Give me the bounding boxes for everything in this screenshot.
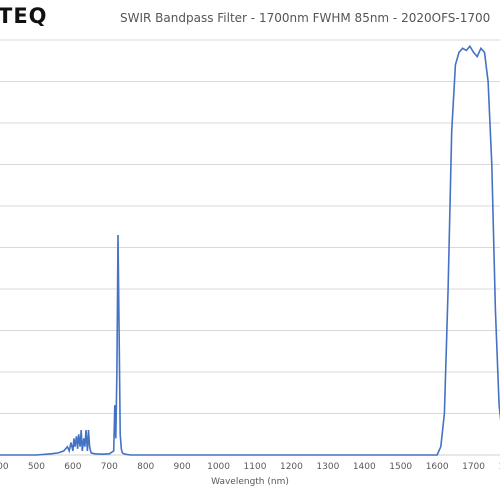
x-tick-label: 400 <box>0 462 9 472</box>
x-tick-label: 1600 <box>426 462 449 472</box>
x-tick-label: 1400 <box>353 462 376 472</box>
x-tick-label: 700 <box>101 462 118 472</box>
x-axis-label: Wavelength (nm) <box>211 477 289 487</box>
chart-title: SWIR Bandpass Filter - 1700nm FWHM 85nm … <box>120 11 491 25</box>
x-tick-label: 800 <box>137 462 154 472</box>
x-tick-label: 900 <box>174 462 191 472</box>
x-tick-labels: 400 500 600 700 800 900 1000 1100 1200 1300 1400 15… <box>0 462 500 472</box>
brand-logo: TEQ <box>0 4 48 28</box>
x-tick-label: 600 <box>64 462 81 472</box>
x-tick-label: 1100 <box>244 462 267 472</box>
x-tick-label: 1000 <box>207 462 230 472</box>
x-tick-label: 1200 <box>280 462 303 472</box>
x-tick-label: 1500 <box>389 462 412 472</box>
x-tick-label: 500 <box>28 462 45 472</box>
x-tick-label: 1700 <box>462 462 485 472</box>
series-line <box>0 44 500 456</box>
x-tick-label: 1300 <box>316 462 339 472</box>
x-tick-label: 1800 <box>499 462 500 472</box>
gridlines <box>0 39 500 414</box>
